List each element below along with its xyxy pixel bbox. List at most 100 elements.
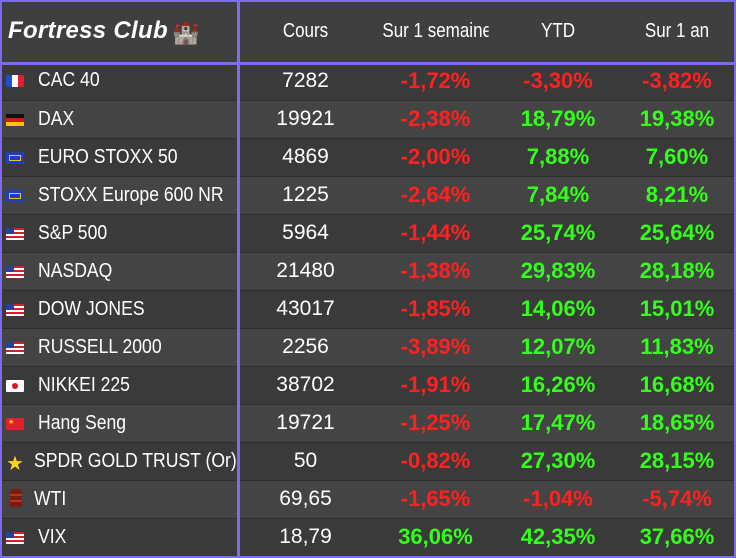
- price-cell: 43017: [238, 290, 373, 329]
- ytd-change-cell: 14,06%: [498, 290, 618, 329]
- week-change-cell: -2,38%: [373, 100, 498, 139]
- index-name: S&P 500: [38, 221, 108, 244]
- year-change-cell: 25,64%: [618, 214, 736, 253]
- header-divider: [0, 62, 736, 65]
- index-name: NIKKEI 225: [38, 373, 130, 396]
- price-cell: 21480: [238, 252, 373, 291]
- index-name: EURO STOXX 50: [38, 145, 178, 168]
- index-name-cell: DAX: [0, 100, 238, 139]
- eu-flag-icon: [6, 151, 24, 164]
- col-header-cours[interactable]: Cours: [282, 19, 329, 42]
- table-row[interactable]: ★ SPDR GOLD TRUST (Or) 50 -0,82% 27,30% 28,15…: [0, 442, 736, 481]
- us-flag-icon: [6, 303, 24, 316]
- price-cell: 5964: [238, 214, 373, 253]
- table-row[interactable]: EURO STOXX 50 4869 -2,00% 7,88% 7,60%: [0, 138, 736, 177]
- index-name: DOW JONES: [38, 297, 145, 320]
- header-row: Fortress Club 🏰 Cours Sur 1 semaine YTD S…: [0, 0, 736, 62]
- us-flag-icon: [6, 341, 24, 354]
- index-name-cell: DOW JONES: [0, 290, 238, 329]
- jp-flag-icon: [6, 379, 24, 392]
- table-row[interactable]: RUSSELL 2000 2256 -3,89% 12,07% 11,83%: [0, 328, 736, 367]
- price-cell: 69,65: [238, 480, 373, 519]
- ytd-change-cell: 7,88%: [498, 138, 618, 177]
- ytd-change-cell: 18,79%: [498, 100, 618, 139]
- index-name: RUSSELL 2000: [38, 335, 162, 358]
- index-name: WTI: [34, 487, 67, 510]
- ytd-change-cell: 27,30%: [498, 442, 618, 481]
- year-change-cell: 15,01%: [618, 290, 736, 329]
- year-change-cell: 19,38%: [618, 100, 736, 139]
- eu-flag-icon: [6, 189, 24, 202]
- index-name-cell: ★ SPDR GOLD TRUST (Or): [0, 442, 238, 481]
- index-name-cell: NASDAQ: [0, 252, 238, 291]
- price-cell: 18,79: [238, 518, 373, 557]
- index-name-cell: S&P 500: [0, 214, 238, 253]
- col-header-week[interactable]: Sur 1 semaine: [382, 19, 489, 42]
- table-row[interactable]: WTI 69,65 -1,65% -1,04% -5,74%: [0, 480, 736, 519]
- table-row[interactable]: VIX 18,79 36,06% 42,35% 37,66%: [0, 518, 736, 557]
- index-name-cell: RUSSELL 2000: [0, 328, 238, 367]
- col-header-ytd[interactable]: YTD: [541, 19, 575, 42]
- week-change-cell: -0,82%: [373, 442, 498, 481]
- week-change-cell: -1,65%: [373, 480, 498, 519]
- week-change-cell: -1,91%: [373, 366, 498, 405]
- year-change-cell: 11,83%: [618, 328, 736, 367]
- fr-flag-icon: [6, 75, 24, 88]
- table-row[interactable]: CAC 40 7282 -1,72% -3,30% -3,82%: [0, 62, 736, 101]
- ytd-change-cell: 25,74%: [498, 214, 618, 253]
- week-change-cell: -3,89%: [373, 328, 498, 367]
- column-divider: [237, 0, 240, 558]
- index-name-cell: EURO STOXX 50: [0, 138, 238, 177]
- price-cell: 4869: [238, 138, 373, 177]
- week-change-cell: -1,25%: [373, 404, 498, 443]
- ytd-change-cell: -1,04%: [498, 480, 618, 519]
- table-row[interactable]: S&P 500 5964 -1,44% 25,74% 25,64%: [0, 214, 736, 253]
- us-flag-icon: [6, 265, 24, 278]
- index-name-cell: NIKKEI 225: [0, 366, 238, 405]
- price-cell: 19921: [238, 100, 373, 139]
- ytd-change-cell: 17,47%: [498, 404, 618, 443]
- de-flag-icon: [6, 113, 24, 126]
- index-name-cell: VIX: [0, 518, 238, 557]
- table-row[interactable]: DAX 19921 -2,38% 18,79% 19,38%: [0, 100, 736, 139]
- index-name: DAX: [38, 107, 75, 130]
- year-change-cell: 16,68%: [618, 366, 736, 405]
- index-name: Hang Seng: [38, 411, 127, 434]
- price-cell: 7282: [238, 62, 373, 101]
- year-change-cell: 18,65%: [618, 404, 736, 443]
- week-change-cell: -1,38%: [373, 252, 498, 291]
- table-row[interactable]: DOW JONES 43017 -1,85% 14,06% 15,01%: [0, 290, 736, 329]
- table-title: Fortress Club 🏰: [0, 0, 238, 62]
- index-name: NASDAQ: [38, 259, 113, 282]
- week-change-cell: 36,06%: [373, 518, 498, 557]
- table-row[interactable]: NIKKEI 225 38702 -1,91% 16,26% 16,68%: [0, 366, 736, 405]
- table-row[interactable]: ★ Hang Seng 19721 -1,25% 17,47% 18,65%: [0, 404, 736, 443]
- year-change-cell: 28,15%: [618, 442, 736, 481]
- year-change-cell: 28,18%: [618, 252, 736, 291]
- index-name-cell: CAC 40: [0, 62, 238, 101]
- ytd-change-cell: 7,84%: [498, 176, 618, 215]
- us-flag-icon: [6, 227, 24, 240]
- oil-barrel-icon: [6, 488, 26, 508]
- table-row[interactable]: STOXX Europe 600 NR 1225 -2,64% 7,84% 8,21%: [0, 176, 736, 215]
- col-header-year[interactable]: Sur 1 an: [644, 19, 710, 42]
- table-row[interactable]: NASDAQ 21480 -1,38% 29,83% 28,18%: [0, 252, 736, 291]
- castle-icon: 🏰: [171, 19, 200, 45]
- year-change-cell: 8,21%: [618, 176, 736, 215]
- ytd-change-cell: -3,30%: [498, 62, 618, 101]
- index-name: VIX: [38, 525, 67, 548]
- week-change-cell: -1,44%: [373, 214, 498, 253]
- star-icon: ★: [6, 452, 24, 475]
- year-change-cell: 37,66%: [618, 518, 736, 557]
- week-change-cell: -1,85%: [373, 290, 498, 329]
- index-name: SPDR GOLD TRUST (Or): [34, 449, 237, 472]
- index-name-cell: WTI: [0, 480, 238, 519]
- index-name: CAC 40: [38, 69, 100, 92]
- ytd-change-cell: 16,26%: [498, 366, 618, 405]
- ytd-change-cell: 12,07%: [498, 328, 618, 367]
- index-name-cell: ★ Hang Seng: [0, 404, 238, 443]
- cn-flag-icon: ★: [6, 417, 24, 430]
- price-cell: 50: [238, 442, 373, 481]
- year-change-cell: -5,74%: [618, 480, 736, 519]
